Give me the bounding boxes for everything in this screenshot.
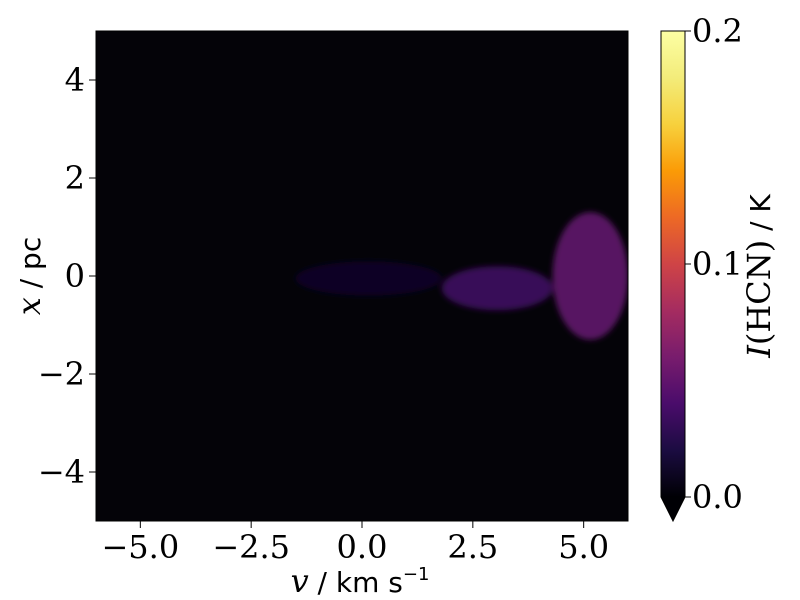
x-tick-label: 0.0 [337, 528, 388, 566]
emission-region-2 [441, 266, 553, 311]
colorbar-outline [660, 30, 686, 523]
plot-area [95, 30, 629, 522]
y-tick-label: 4 [65, 61, 85, 99]
colorbar-tick-label: 0.1 [692, 245, 743, 283]
y-axis-variable: x [10, 297, 48, 315]
colorbar-label-separator: / [744, 213, 777, 240]
colorbar-ticks: 0.0 0.1 0.2 [685, 12, 743, 516]
y-axis-separator: / [14, 270, 47, 297]
colorbar-tick-label: 0.2 [692, 12, 743, 50]
x-tick-label: 2.5 [447, 528, 498, 566]
y-tick-label: 2 [65, 159, 85, 197]
x-axis-variable: v [291, 562, 309, 600]
emission-region-1 [552, 212, 628, 340]
x-tick-label: −5.0 [101, 528, 179, 566]
colorbar-tick-label: 0.0 [692, 478, 743, 516]
colorbar-label: I(HCN) / K [740, 194, 778, 359]
x-axis-label: v / km s−1 [291, 562, 430, 600]
colorbar: 0.0 0.1 0.2 I(HCN) / K [660, 12, 778, 523]
x-tick-label: 5.0 [558, 528, 609, 566]
x-axis-separator: / [309, 566, 336, 599]
y-tick-label: −4 [38, 453, 85, 491]
y-tick-label: −2 [38, 355, 85, 393]
emission-layer [295, 212, 628, 340]
y-axis: −4 −2 0 2 4 [38, 61, 96, 491]
colorbar-label-function: I [740, 344, 778, 359]
colorbar-label-unit: K [744, 194, 777, 213]
x-tick-label: −2.5 [212, 528, 290, 566]
emission-region-3 [295, 261, 442, 296]
colorbar-gradient [661, 31, 685, 497]
y-axis-unit: pc [14, 237, 47, 270]
x-axis-unit: km s [336, 566, 403, 599]
colorbar-extend-triangle [661, 497, 685, 521]
y-axis-label: x / pc [10, 237, 48, 315]
y-tick-label: 0 [65, 257, 85, 295]
colorbar-label-argument: (HCN) [740, 240, 778, 345]
x-axis-unit-exponent: −1 [403, 564, 430, 585]
x-axis: −5.0 −2.5 0.0 2.5 5.0 [101, 521, 609, 566]
